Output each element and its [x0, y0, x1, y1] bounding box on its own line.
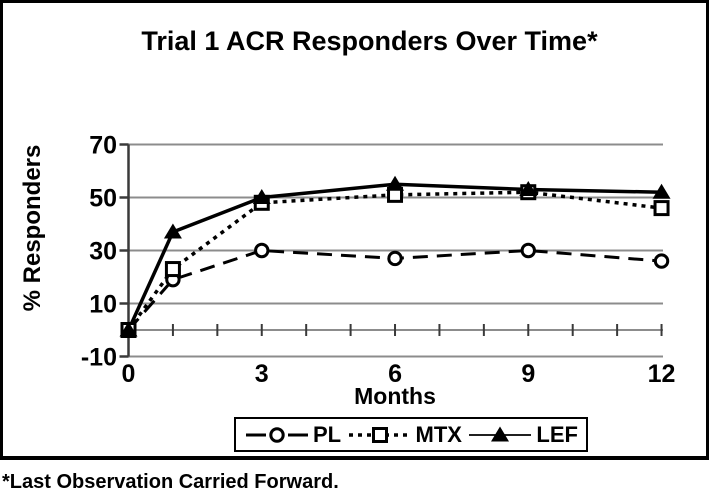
- lef-marker: [252, 189, 271, 204]
- pl-marker: [520, 242, 536, 259]
- figure-border-box: [0, 0, 709, 460]
- series-line-pl: [127, 248, 662, 331]
- series-line-mtx: [127, 190, 662, 332]
- x-axis-title: Months: [354, 383, 436, 409]
- series-line-lef: [126, 182, 662, 331]
- pl-marker: [653, 253, 670, 269]
- lef-marker: [652, 183, 671, 199]
- pl-dashed-circle-line-icon: [246, 426, 308, 443]
- lef-marker: [119, 321, 138, 337]
- mtx-legend-marker: [371, 426, 388, 443]
- y-tick-label: 70: [89, 132, 117, 160]
- legend-item-lef: LEF: [467, 421, 578, 447]
- legend-item-pl: PL: [244, 421, 342, 447]
- lef-legend-marker: [491, 426, 510, 441]
- lef-marker: [163, 223, 182, 239]
- y-tick-label: -10: [81, 344, 117, 372]
- y-tick-label: 30: [89, 238, 117, 266]
- x-tick-label: 3: [255, 360, 269, 388]
- mtx-marker: [164, 261, 181, 278]
- legend-label-mtx: MTX: [415, 421, 462, 447]
- lef-marker: [386, 175, 405, 191]
- chart-legend: PL MTX LEF: [234, 417, 588, 452]
- mtx-marker: [653, 200, 670, 217]
- pl-marker: [254, 242, 270, 259]
- x-tick-label: 12: [648, 360, 676, 388]
- x-tick-label: 0: [122, 360, 136, 388]
- chart-title: Trial 1 ACR Responders Over Time*: [141, 26, 598, 56]
- pl-marker: [387, 250, 403, 267]
- lef-marker: [519, 181, 538, 197]
- footnote: *Last Observation Carried Forward.: [2, 471, 339, 493]
- y-tick-label: 10: [89, 291, 117, 319]
- mtx-dotted-square-line-icon: [348, 426, 411, 443]
- legend-item-mtx: MTX: [347, 421, 462, 447]
- pl-legend-marker: [269, 426, 285, 443]
- lef-solid-triangle-line-icon: [469, 426, 532, 441]
- legend-label-pl: PL: [313, 421, 342, 447]
- x-tick-label: 6: [388, 360, 402, 388]
- y-tick-label: 50: [89, 185, 117, 213]
- y-axis-title: % Responders: [19, 144, 46, 312]
- legend-label-lef: LEF: [536, 421, 578, 447]
- x-tick-label: 9: [521, 360, 535, 388]
